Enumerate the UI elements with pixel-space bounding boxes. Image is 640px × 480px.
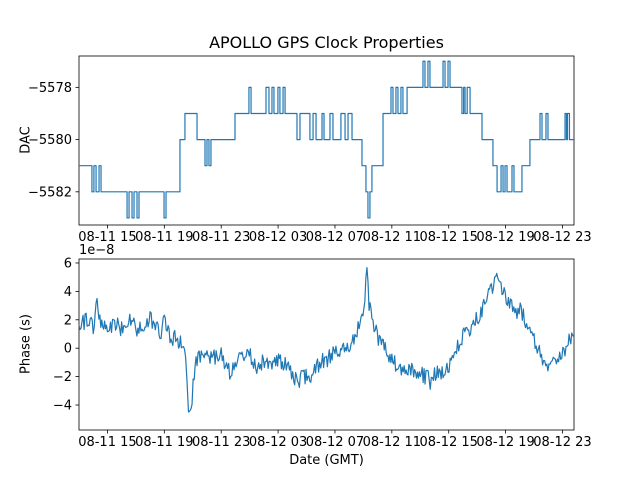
dac-plot-frame: [78, 55, 575, 226]
dac-ytick-label: −5580: [28, 133, 72, 148]
chart-title: APOLLO GPS Clock Properties: [209, 33, 444, 52]
phase-xtick-label: 08-11 19: [135, 435, 193, 450]
phase-ytick-label: 6: [64, 256, 72, 271]
phase-ytick-label: 2: [64, 313, 72, 328]
dac-xtick-label: 08-11 19: [135, 230, 193, 245]
dac-xtick-label: 08-12 15: [419, 230, 477, 245]
phase-ytick-label: −2: [53, 370, 72, 385]
phase-xtick-label: 08-12 19: [476, 435, 534, 450]
phase-xtick-label: 08-12 07: [306, 435, 364, 450]
phase-plot-frame: [78, 258, 575, 431]
phase-xtick-label: 08-12 15: [419, 435, 477, 450]
phase-ytick-label: 4: [64, 285, 72, 300]
phase-xtick-label: 08-11 15: [78, 435, 136, 450]
dac-data-line: [79, 60, 574, 219]
dac-xtick-label: 08-12 11: [363, 230, 421, 245]
dac-xtick-label: 08-11 23: [192, 230, 250, 245]
dac-xtick-label: 08-12 23: [533, 230, 591, 245]
phase-data-line: [78, 267, 575, 413]
phase-ytick-label: −4: [53, 399, 72, 414]
phase-xtick-label: 08-12 11: [363, 435, 421, 450]
phase-xtick-label: 08-12 03: [249, 435, 307, 450]
dac-xtick-label: 08-12 07: [306, 230, 364, 245]
dac-xtick-label: 08-12 19: [476, 230, 534, 245]
dac-xtick-label: 08-12 03: [249, 230, 307, 245]
dac-xtick-label: 08-11 15: [78, 230, 136, 245]
dac-ytick-label: −5578: [28, 81, 72, 96]
phase-xtick-label: 08-11 23: [192, 435, 250, 450]
dac-ytick-label: −5582: [28, 185, 72, 200]
phase-xtick-label: 08-12 23: [533, 435, 591, 450]
phase-ytick-label: 0: [64, 342, 72, 357]
phase-offset-label: 1e−8: [79, 243, 115, 258]
x-axis-label: Date (GMT): [289, 453, 364, 468]
